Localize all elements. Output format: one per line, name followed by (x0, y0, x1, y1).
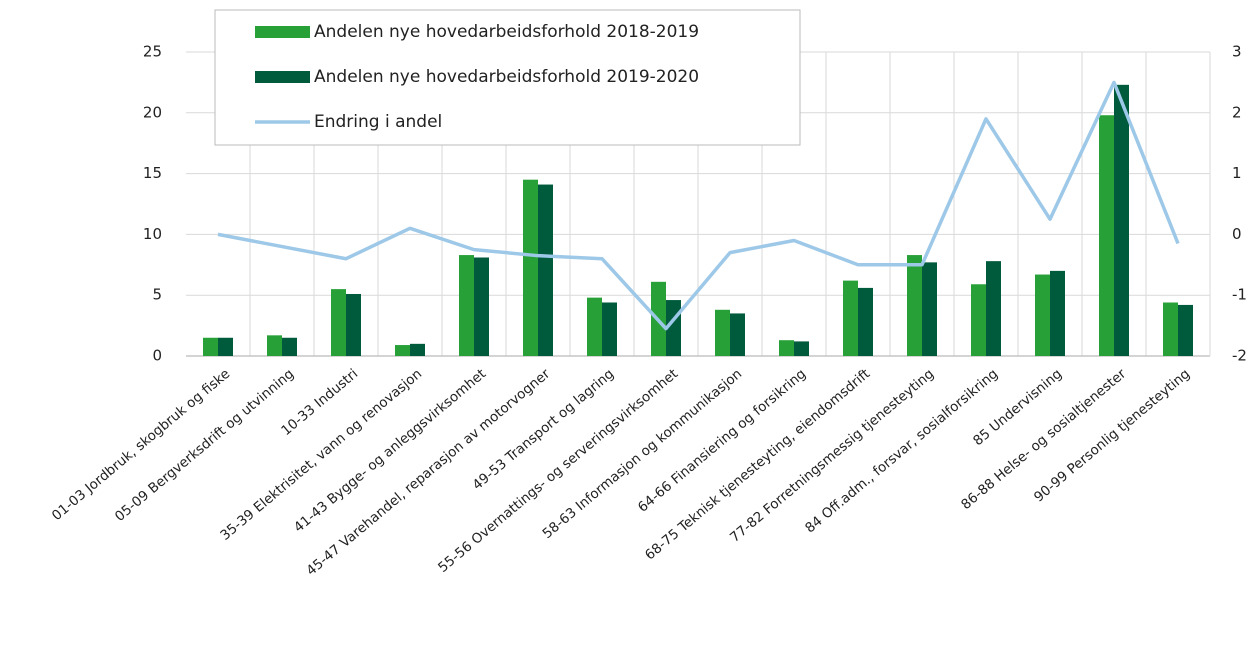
bar (794, 341, 809, 356)
bar (843, 280, 858, 356)
x-tick-label: 68-75 Teknisk tjenesteyting, eiendomsdri… (642, 366, 873, 564)
bar (986, 261, 1001, 356)
bar (474, 257, 489, 356)
y-tick-label: 15 (143, 164, 162, 182)
y-tick-label: 20 (143, 103, 162, 121)
y2-tick-label: -1 (1232, 286, 1247, 304)
bar (971, 284, 986, 356)
y2-tick-label: 2 (1232, 103, 1242, 121)
bar (715, 309, 730, 356)
y2-tick-label: 3 (1232, 43, 1242, 61)
bar (282, 337, 297, 356)
bar (395, 345, 410, 356)
y-tick-label: 0 (152, 347, 162, 365)
bar (730, 313, 745, 356)
bar (267, 335, 282, 356)
legend-label: Andelen nye hovedarbeidsforhold 2018-201… (314, 22, 699, 42)
bar (1163, 302, 1178, 356)
bar (523, 179, 538, 356)
y-tick-label: 10 (143, 225, 162, 243)
bar (203, 337, 218, 356)
bar (1035, 274, 1050, 356)
bar (907, 255, 922, 356)
bar (1114, 84, 1129, 356)
legend-label: Andelen nye hovedarbeidsforhold 2019-202… (314, 67, 699, 87)
bar (410, 343, 425, 356)
legend-swatch (255, 71, 310, 83)
legend-swatch (255, 26, 310, 38)
bar (346, 293, 361, 356)
bar (331, 289, 346, 356)
y-tick-label: 5 (152, 286, 162, 304)
bar (1099, 115, 1114, 357)
bar (538, 184, 553, 356)
bar (779, 340, 794, 356)
y2-tick-label: -2 (1232, 347, 1247, 365)
bar (218, 337, 233, 356)
x-tick-label: 45-47 Varehandel, reparasjon av motorvog… (303, 366, 553, 579)
y2-tick-label: 0 (1232, 225, 1242, 243)
bar (602, 302, 617, 356)
y-tick-label: 25 (143, 43, 162, 61)
bar (459, 255, 474, 356)
legend-box (214, 9, 801, 146)
bar (1178, 304, 1193, 356)
y2-tick-label: 1 (1232, 164, 1242, 182)
bar (922, 262, 937, 356)
legend-label: Endring i andel (314, 112, 442, 132)
bar (858, 287, 873, 356)
x-tick-label: 55-56 Overnattings- og serveringsvirksom… (435, 366, 681, 576)
line (217, 80, 1180, 331)
bar (1050, 270, 1065, 356)
bar (587, 297, 602, 356)
